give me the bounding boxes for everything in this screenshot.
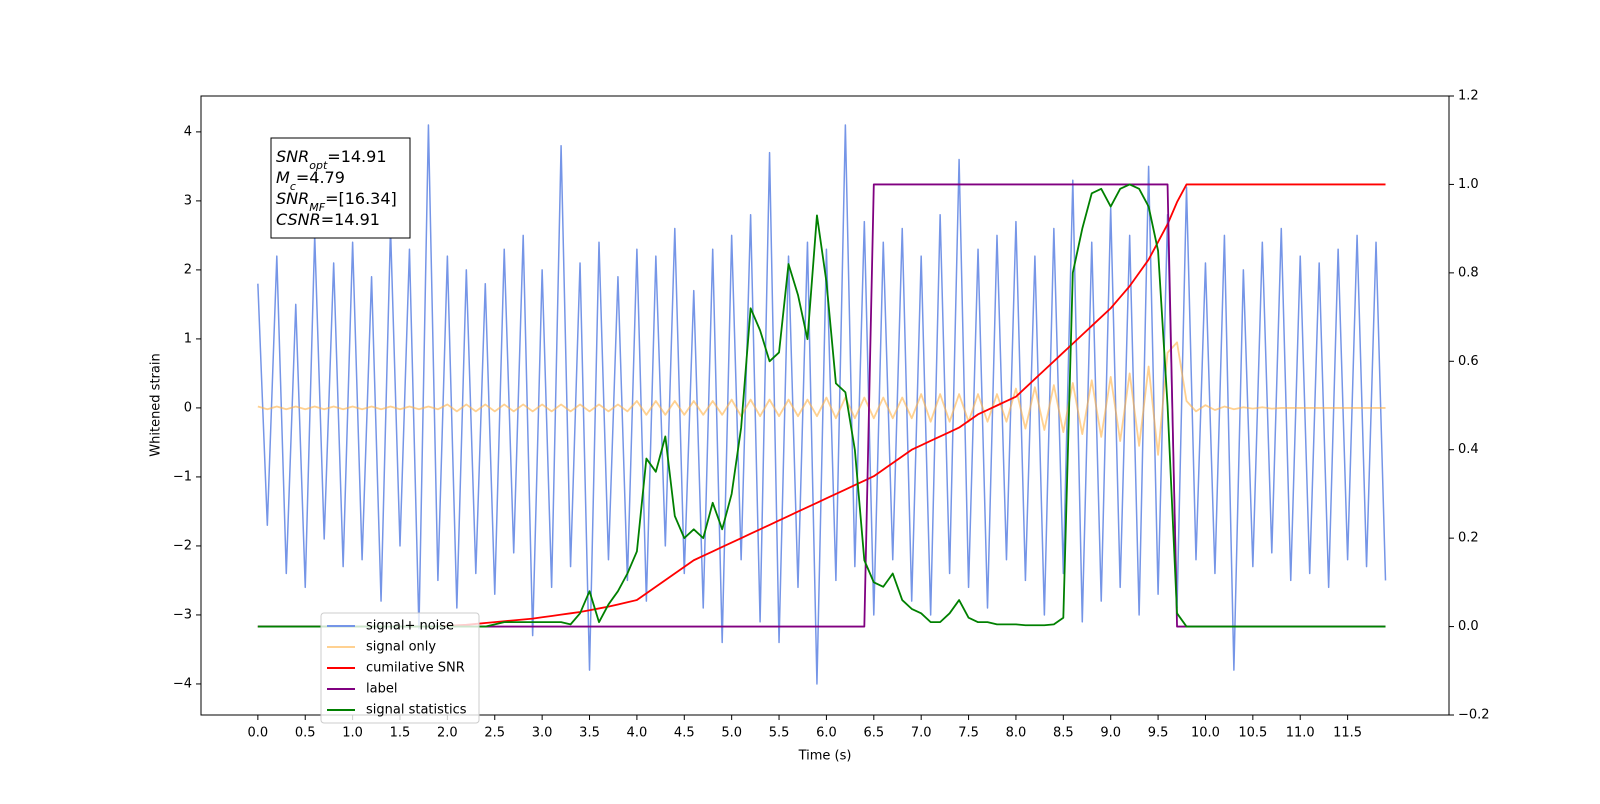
annotation-symbol: M [276, 168, 290, 187]
x-tick-label: 11.5 [1333, 726, 1362, 741]
legend-label: signal+ noise [366, 619, 454, 634]
x-tick-label: 4.0 [627, 726, 648, 741]
plot-frame [200, 95, 1450, 716]
x-tick-label: 10.5 [1238, 726, 1267, 741]
annotation-subscript: opt [309, 159, 328, 172]
annotation-subscript: c [290, 180, 296, 193]
y-tick-label: −2 [173, 538, 192, 553]
y2-tick-label: 0.0 [1458, 619, 1479, 634]
x-tick-label: 6.5 [863, 726, 884, 741]
y-axis-label: Whitened strain [149, 353, 164, 456]
y-tick-label: 2 [184, 262, 192, 277]
y-tick-label: 0 [184, 400, 192, 415]
y2-tick-label: 0.4 [1458, 442, 1479, 457]
y2-tick-label: 1.0 [1458, 177, 1479, 192]
x-tick-label: 6.0 [816, 726, 837, 741]
x-tick-label: 1.5 [390, 726, 411, 741]
x-tick-label: 1.0 [342, 726, 363, 741]
x-tick-label: 4.5 [674, 726, 695, 741]
x-tick-label: 10.0 [1191, 726, 1220, 741]
x-tick-label: 3.0 [532, 726, 553, 741]
annotation-symbol: SNR [276, 147, 309, 166]
x-tick-label: 7.5 [958, 726, 979, 741]
annotation-value: =14.91 [327, 147, 386, 166]
x-tick-label: 2.5 [484, 726, 505, 741]
x-tick-label: 8.5 [1053, 726, 1074, 741]
x-tick-label: 8.0 [1006, 726, 1027, 741]
x-tick-label: 5.5 [769, 726, 790, 741]
legend-label: signal only [366, 640, 436, 655]
y2-tick-label: 0.6 [1458, 354, 1479, 369]
annotation-symbol: CSNR [276, 210, 321, 229]
y-tick-label: −3 [173, 607, 192, 622]
series-line [257, 341, 1386, 456]
x-tick-label: 11.0 [1286, 726, 1315, 741]
annotation-value: =14.91 [321, 210, 380, 229]
series-line [257, 124, 1387, 685]
annotation-value: =4.79 [296, 168, 345, 187]
annotation-symbol: SNR [276, 189, 309, 208]
x-tick-label: 7.0 [911, 726, 932, 741]
x-tick-label: 5.0 [721, 726, 742, 741]
legend-box [320, 612, 480, 724]
legend-label: cumilative SNR [366, 661, 465, 676]
y-tick-label: 3 [184, 193, 192, 208]
x-tick-label: 3.5 [579, 726, 600, 741]
annotation-text: SNRopt=14.91 [276, 147, 387, 172]
y2-tick-label: 1.2 [1458, 89, 1479, 104]
x-axis-label: Time (s) [798, 749, 852, 764]
y-tick-label: −1 [173, 469, 192, 484]
annotation-text: CSNR=14.91 [276, 210, 380, 229]
annotation-text: Mc=4.79 [276, 168, 345, 193]
x-tick-label: 9.5 [1148, 726, 1169, 741]
x-tick-label: 2.0 [437, 726, 458, 741]
plot-area [257, 124, 1387, 685]
x-tick-label: 0.5 [295, 726, 316, 741]
x-tick-label: 0.0 [248, 726, 269, 741]
legend-label: label [366, 682, 397, 697]
y2-tick-label: −0.2 [1458, 708, 1490, 723]
annotation-text: SNRMF=[16.34] [276, 189, 397, 214]
legend-label: signal statistics [366, 703, 467, 718]
x-tick-label: 9.0 [1100, 726, 1121, 741]
annotation-box [270, 137, 411, 239]
y2-tick-label: 0.8 [1458, 265, 1479, 280]
y-tick-label: 4 [184, 124, 192, 139]
annotation-subscript: MF [309, 201, 325, 214]
y-tick-label: 1 [184, 331, 192, 346]
annotation-value: =[16.34] [325, 189, 397, 208]
y-tick-label: −4 [173, 676, 192, 691]
y2-tick-label: 0.2 [1458, 531, 1479, 546]
